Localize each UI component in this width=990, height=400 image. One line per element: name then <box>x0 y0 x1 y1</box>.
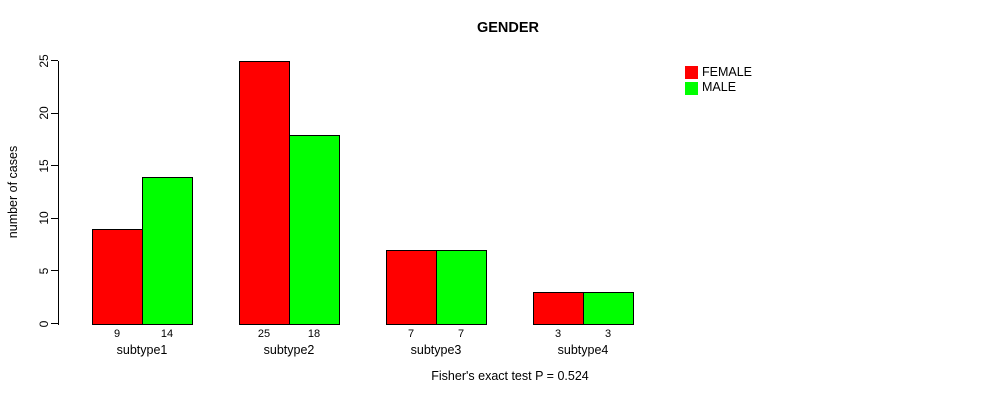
y-tick-mark <box>51 112 58 114</box>
x-category-label: subtype2 <box>263 343 315 357</box>
bar-value-label: 18 <box>307 328 321 340</box>
annotation-text: Fisher's exact test P = 0.524 <box>431 369 589 383</box>
bar-value-label: 7 <box>407 328 415 340</box>
y-tick-label: 20 <box>37 106 51 120</box>
bar-value-label: 3 <box>554 328 562 340</box>
y-tick-mark <box>51 217 58 219</box>
y-tick-mark <box>51 323 58 324</box>
y-tick-label: 5 <box>37 267 51 275</box>
bar-female-subtype2 <box>239 61 290 325</box>
y-tick-label: 0 <box>37 320 51 327</box>
bar-value-label: 9 <box>113 328 121 340</box>
bar-male-subtype2 <box>289 135 340 325</box>
y-tick-label: 15 <box>37 159 51 173</box>
y-axis-line <box>58 60 59 325</box>
x-category-label: subtype4 <box>557 343 609 357</box>
y-tick-mark <box>51 270 58 272</box>
bar-value-label: 14 <box>160 328 174 340</box>
legend-label-female: FEMALE <box>702 64 753 79</box>
x-category-label: subtype1 <box>116 343 168 357</box>
chart-title: GENDER <box>476 20 540 36</box>
y-tick-mark <box>51 60 58 61</box>
bar-female-subtype3 <box>386 250 437 325</box>
bar-female-subtype1 <box>92 229 143 325</box>
y-tick-label: 25 <box>37 53 51 68</box>
bar-value-label: 25 <box>257 328 271 340</box>
bar-male-subtype1 <box>142 177 193 325</box>
bar-value-label: 3 <box>604 328 612 340</box>
y-tick-mark <box>51 165 58 167</box>
legend-swatch-female <box>685 66 698 79</box>
bar-male-subtype3 <box>436 250 487 325</box>
bar-male-subtype4 <box>583 292 634 325</box>
bar-value-label: 7 <box>457 328 465 340</box>
bar-female-subtype4 <box>533 292 584 325</box>
x-category-label: subtype3 <box>410 343 462 357</box>
y-tick-label: 10 <box>37 211 51 225</box>
legend-label-male: MALE <box>702 80 737 94</box>
legend-swatch-male <box>685 81 698 95</box>
y-axis-label: number of cases <box>6 145 20 239</box>
